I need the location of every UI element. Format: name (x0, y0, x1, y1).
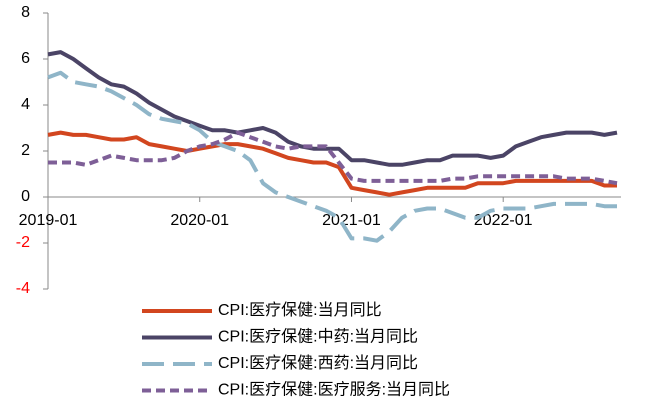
legend-label: CPI:医疗保健:中药:当月同比 (218, 328, 418, 346)
legend-label: CPI:医疗保健:当月同比 (218, 301, 382, 319)
y-tick-label: 2 (21, 142, 30, 159)
legend-label: CPI:医疗保健:西药:当月同比 (218, 354, 418, 372)
series-line (47, 70, 617, 243)
series-line (47, 50, 618, 167)
y-tick-label: 0 (21, 188, 30, 205)
y-tick-label: 6 (21, 50, 30, 67)
series-line (47, 130, 617, 197)
x-tick-label: 2020-01 (170, 212, 229, 229)
y-tick-label: -2 (16, 234, 30, 251)
y-tick-label: 4 (21, 96, 30, 113)
y-tick-label: 8 (21, 4, 30, 21)
x-tick-label: 2021-01 (322, 212, 381, 229)
legend-label: CPI:医疗保健:医疗服务:当月同比 (218, 381, 450, 399)
series-line (48, 130, 618, 186)
x-tick-label: 2019-01 (19, 212, 78, 229)
y-tick-label: -4 (16, 280, 30, 297)
x-tick-label: 2022-01 (474, 212, 533, 229)
